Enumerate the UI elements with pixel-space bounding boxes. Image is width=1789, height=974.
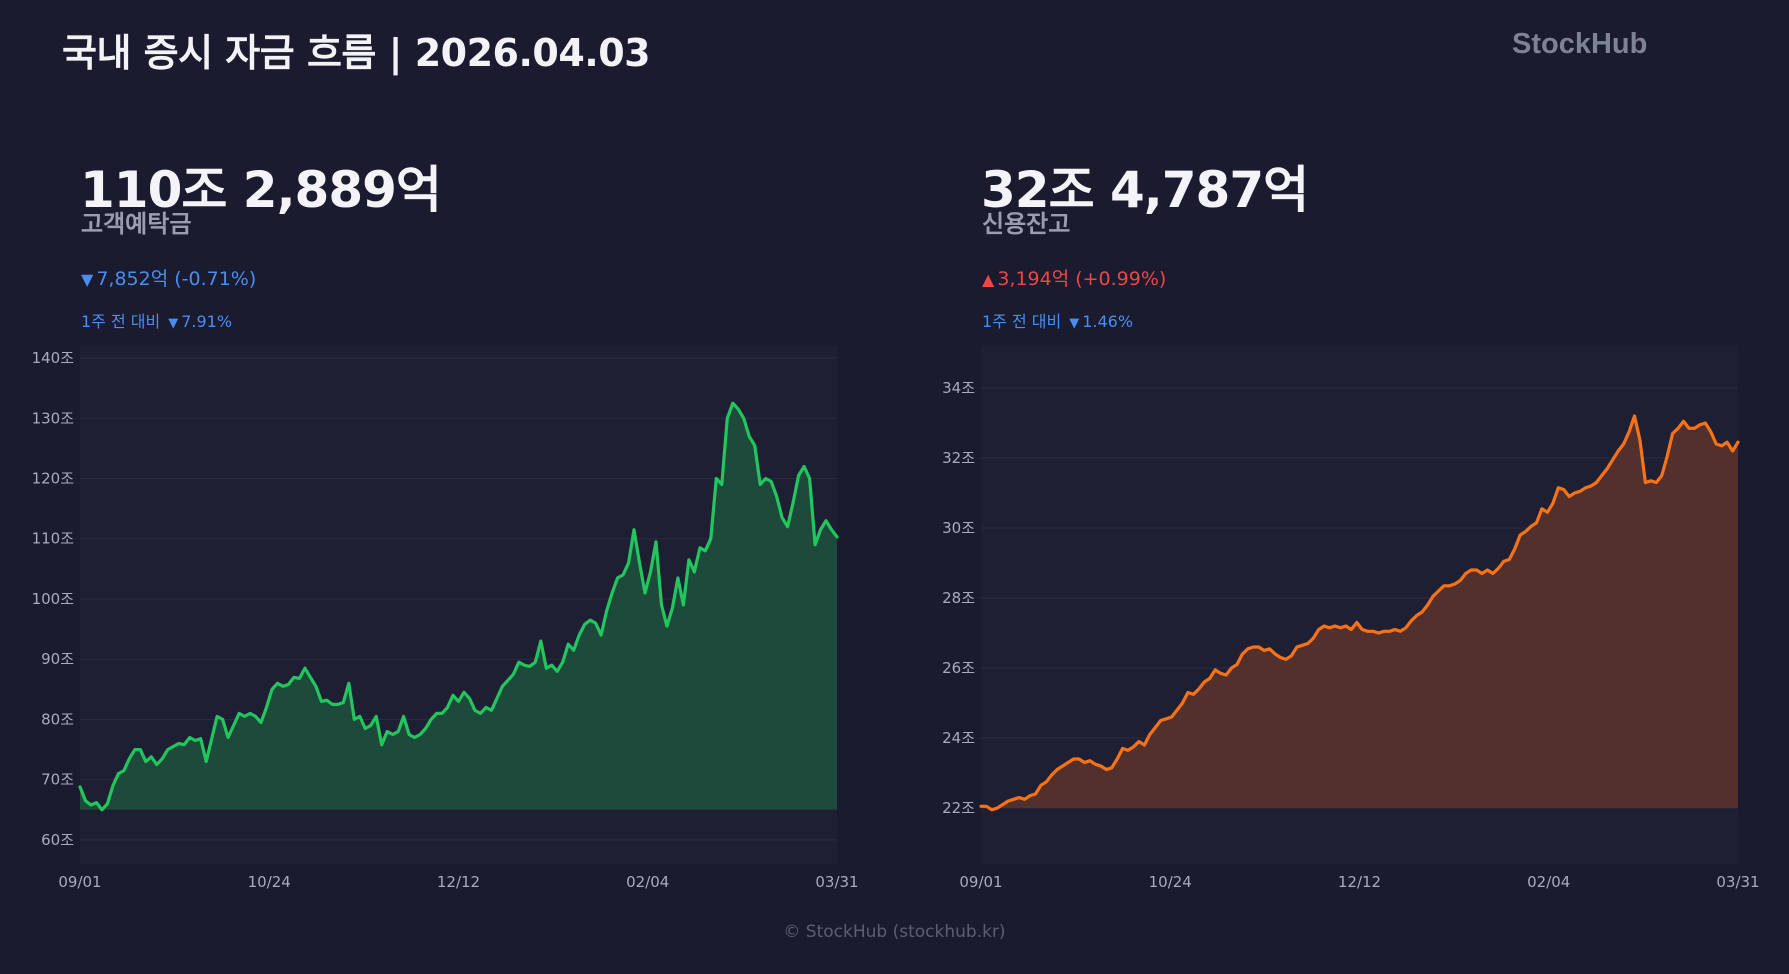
credit-x-tick-label: 10/24	[1149, 873, 1192, 891]
deposit-y-tick-label: 100조	[32, 590, 75, 608]
deposit-week-label: 1주 전 대비	[81, 312, 161, 331]
credit-x-tick-label: 03/31	[1716, 873, 1759, 891]
deposit-label: 고객예탁금	[81, 210, 192, 238]
credit-y-tick-label: 34조	[942, 379, 975, 397]
credit-week-text: 1.46%	[1082, 312, 1134, 331]
deposit-big-value: 110조 2,889억	[80, 161, 442, 219]
brand-logo: StockHub	[1512, 28, 1648, 60]
credit-y-tick-label: 30조	[942, 519, 975, 537]
deposit-y-tick-label: 120조	[32, 470, 75, 488]
up-triangle-icon: ▲	[982, 270, 995, 289]
page-title: 국내 증시 자금 흐름 | 2026.04.03	[62, 31, 651, 75]
deposit-y-tick-label: 140조	[32, 349, 75, 367]
deposit-x-tick-label: 12/12	[437, 873, 480, 891]
credit-big-value: 32조 4,787억	[981, 161, 1309, 219]
credit-x-tick-label: 12/12	[1338, 873, 1381, 891]
credit-change: ▲ 3,194억 (+0.99%)	[982, 264, 1166, 291]
deposit-x-tick-label: 03/31	[815, 873, 858, 891]
deposit-x-tick-label: 02/04	[626, 873, 669, 891]
down-triangle-icon: ▼	[168, 316, 179, 331]
credit-y-tick-label: 22조	[942, 799, 975, 817]
deposit-series-line	[78, 401, 839, 812]
deposit-y-tick-label: 80조	[41, 710, 74, 728]
deposit-y-tick-label: 70조	[41, 771, 74, 789]
credit-series-line	[979, 414, 1740, 812]
deposit-change: ▼ 7,852억 (-0.71%)	[81, 264, 256, 291]
credit-x-tick-label: 09/01	[959, 873, 1002, 891]
credit-x-tick-label: 02/04	[1527, 873, 1570, 891]
credit-week-label: 1주 전 대비	[982, 312, 1062, 331]
deposit-week-text: 7.91%	[181, 312, 233, 331]
footer-copyright: © StockHub (stockhub.kr)	[783, 922, 1006, 942]
credit-y-tick-label: 28조	[942, 589, 975, 607]
down-triangle-icon: ▼	[81, 270, 94, 289]
credit-label: 신용잔고	[982, 210, 1071, 238]
deposit-change-text: 7,852억 (-0.71%)	[96, 268, 257, 290]
down-triangle-icon: ▼	[1069, 316, 1080, 331]
deposit-y-tick-label: 90조	[41, 650, 74, 668]
credit-y-tick-label: 24조	[942, 729, 975, 747]
credit-y-tick-label: 32조	[942, 449, 975, 467]
credit-y-tick-label: 26조	[942, 659, 975, 677]
deposit-week-change: 1주 전 대비 ▼ 7.91%	[81, 308, 232, 332]
credit-week-change: 1주 전 대비 ▼ 1.46%	[982, 308, 1133, 332]
deposit-y-tick-label: 130조	[32, 409, 75, 427]
deposit-y-tick-label: 110조	[32, 530, 75, 548]
deposit-y-tick-label: 60조	[41, 831, 74, 849]
deposit-chart: 60조 70조 80조 90조 100조 110조 120조 130조 140조 09/01 10/…	[32, 346, 859, 891]
credit-change-text: 3,194억 (+0.99%)	[997, 268, 1167, 290]
credit-chart: 22조 24조 26조 28조 30조 32조 34조 09/01 10/24 12/12 02/0…	[942, 346, 1760, 891]
deposit-x-tick-label: 09/01	[58, 873, 101, 891]
deposit-x-tick-label: 10/24	[248, 873, 291, 891]
credit-area-fill	[981, 416, 1738, 810]
deposit-area-fill	[80, 403, 837, 810]
